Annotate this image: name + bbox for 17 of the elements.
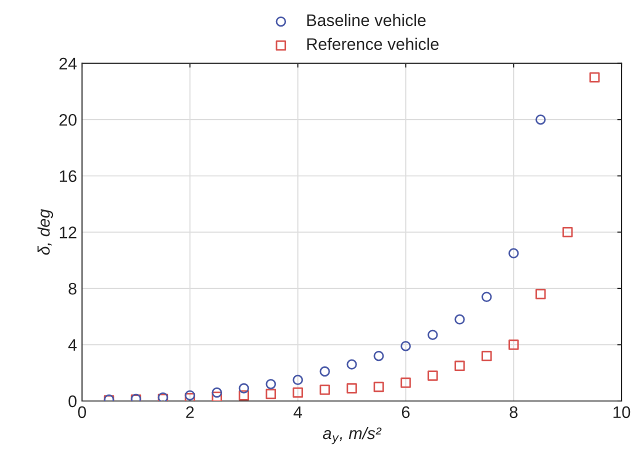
y-tick-label: 24	[59, 58, 77, 70]
x-tick-label: 8	[510, 406, 518, 418]
x-tick-label: 6	[402, 406, 410, 418]
legend-label: Baseline vehicle	[307, 14, 426, 26]
y-tick-label: 0	[68, 395, 77, 408]
y-tick-label: 4	[68, 339, 77, 351]
legend-label: Reference vehicle	[307, 38, 439, 50]
x-tick-label: 10	[614, 406, 630, 418]
y-tick-label: 16	[60, 170, 76, 182]
x-tick-label: 4	[294, 406, 302, 418]
y-tick-label: 12	[60, 226, 76, 238]
x-tick-label: 0	[78, 406, 86, 418]
x-axis-title: a$_{y}$, m/s²	[322, 426, 382, 444]
y-tick-label: 8	[68, 282, 76, 295]
y-axis-title: δ, deg	[38, 209, 54, 255]
y-tick-label: 20	[59, 114, 77, 126]
x-tick-label: 2	[186, 406, 194, 418]
